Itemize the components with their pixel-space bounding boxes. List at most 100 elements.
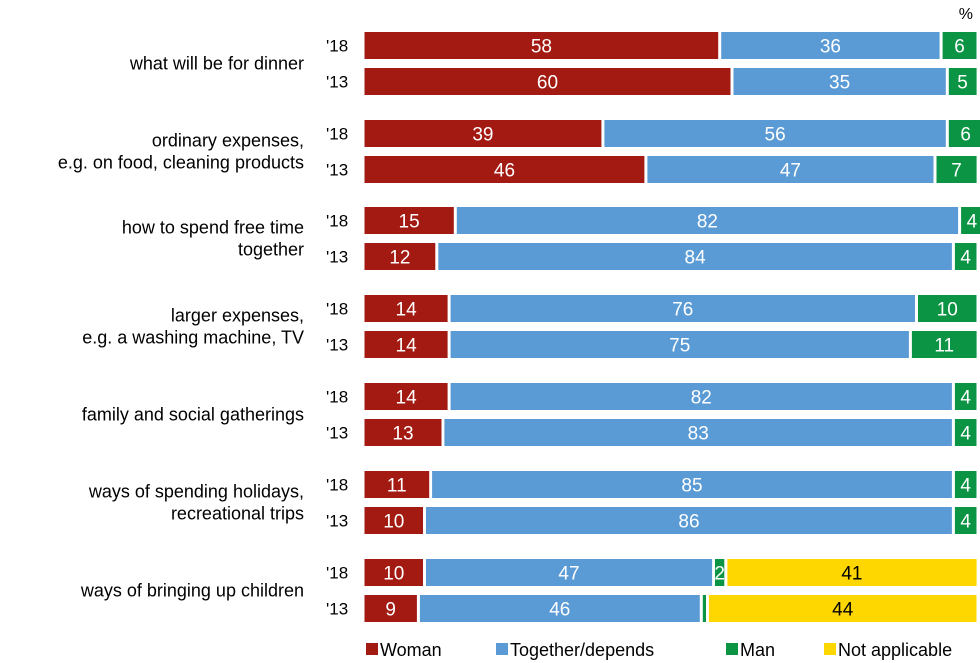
bar-segment-man <box>702 595 706 622</box>
bar-segment-together-depends <box>450 331 909 358</box>
data-label: 4 <box>967 212 978 233</box>
data-label: 60 <box>537 73 558 94</box>
bar-segment-man <box>918 295 977 322</box>
data-label: 14 <box>396 300 418 321</box>
category-label: e.g. on food, cleaning products <box>58 153 304 173</box>
category-label: together <box>238 240 304 260</box>
bar-segment-man <box>954 383 977 410</box>
bar-segment-woman <box>364 32 719 59</box>
year-label: '13 <box>326 336 348 355</box>
data-label: 41 <box>841 564 862 585</box>
year-label: '18 <box>326 388 348 407</box>
legend-swatch <box>366 643 378 655</box>
bar-segment-man <box>954 471 977 498</box>
category-label: recreational trips <box>171 504 304 524</box>
data-label: 35 <box>829 73 850 94</box>
data-label: 85 <box>681 476 702 497</box>
year-label: '13 <box>326 161 348 180</box>
bar-segment-man <box>911 331 977 358</box>
data-label: 13 <box>392 424 413 445</box>
data-label: 11 <box>387 476 407 497</box>
data-label: 12 <box>389 248 410 269</box>
year-label: '13 <box>326 73 348 92</box>
bar-segment-man <box>954 507 977 534</box>
category-label: e.g. a washing machine, TV <box>82 328 304 348</box>
bar-segment-man <box>936 156 977 183</box>
data-label: 10 <box>383 564 404 585</box>
category-label: what will be for dinner <box>129 54 304 74</box>
bar-segment-together-depends <box>450 295 915 322</box>
bar-segment-man <box>961 207 980 234</box>
bar-segment-together-depends <box>426 507 952 534</box>
bar-segment-woman <box>364 471 430 498</box>
bar-segment-woman <box>364 68 731 95</box>
year-label: '18 <box>326 212 348 231</box>
data-label: 10 <box>937 300 958 321</box>
year-label: '13 <box>326 512 348 531</box>
data-label: 2 <box>714 564 725 585</box>
bar-segment-man <box>715 559 725 586</box>
bar-segment-together-depends <box>604 120 946 147</box>
data-label: 6 <box>960 125 971 146</box>
bar-segment-woman <box>364 559 423 586</box>
data-label: 15 <box>399 212 420 233</box>
data-label: 11 <box>934 336 954 357</box>
bar-segment-together-depends <box>444 419 952 446</box>
data-label: 44 <box>832 600 854 621</box>
data-label: 82 <box>697 212 718 233</box>
data-label: 36 <box>820 37 841 58</box>
bar-segment-not-applicable <box>708 595 977 622</box>
legend-label: Not applicable <box>838 640 952 660</box>
data-label: 46 <box>549 600 570 621</box>
data-label: 14 <box>396 336 418 357</box>
year-label: '13 <box>326 600 348 619</box>
data-label: 86 <box>678 512 699 533</box>
data-label: 4 <box>960 512 971 533</box>
data-label: 56 <box>765 125 786 146</box>
bar-segment-woman <box>364 383 448 410</box>
data-label: 10 <box>383 512 404 533</box>
bar-segment-woman <box>364 419 442 446</box>
bar-segment-woman <box>364 156 645 183</box>
data-label: 4 <box>960 476 971 497</box>
data-label: 58 <box>531 37 552 58</box>
bar-segment-man <box>942 32 977 59</box>
bar-segment-together-depends <box>721 32 940 59</box>
legend-swatch <box>496 643 508 655</box>
data-label: 4 <box>960 388 971 409</box>
bar-segment-together-depends <box>419 595 700 622</box>
category-label: how to spend free time <box>122 218 304 238</box>
legend-swatch <box>726 643 738 655</box>
unit-label: % <box>959 6 973 23</box>
legend-label: Together/depends <box>510 640 654 660</box>
bar-segment-together-depends <box>647 156 934 183</box>
data-label: 14 <box>396 388 418 409</box>
chart-rows: what will be for dinner '18 '13 ordinary ex… <box>58 32 980 622</box>
bar-segment-woman <box>364 595 417 622</box>
data-label: 84 <box>685 248 707 269</box>
legend-label: Man <box>740 640 775 660</box>
data-label: 47 <box>558 564 579 585</box>
year-label: '18 <box>326 125 348 144</box>
year-label: '13 <box>326 424 348 443</box>
bar-segment-woman <box>364 507 423 534</box>
bar-segment-man <box>954 419 977 446</box>
data-label: 82 <box>691 388 712 409</box>
category-label: larger expenses, <box>171 306 304 326</box>
bar-segment-together-depends <box>450 383 952 410</box>
bar-segment-man <box>954 243 977 270</box>
data-label: 75 <box>669 336 690 357</box>
data-label: 76 <box>672 300 693 321</box>
data-label: 6 <box>954 37 965 58</box>
bar-segment-not-applicable <box>727 559 977 586</box>
category-label: ordinary expenses, <box>152 131 304 151</box>
bar-segment-woman <box>364 207 454 234</box>
bar-segment-woman <box>364 295 448 322</box>
bar-segment-woman <box>364 331 448 358</box>
legend: Woman Together/depends Man Not applicable <box>366 640 952 660</box>
data-label: 7 <box>951 161 962 182</box>
data-label: 4 <box>960 424 971 445</box>
year-label: '18 <box>326 37 348 56</box>
data-label: 46 <box>494 161 515 182</box>
bar-segment-together-depends <box>426 559 713 586</box>
